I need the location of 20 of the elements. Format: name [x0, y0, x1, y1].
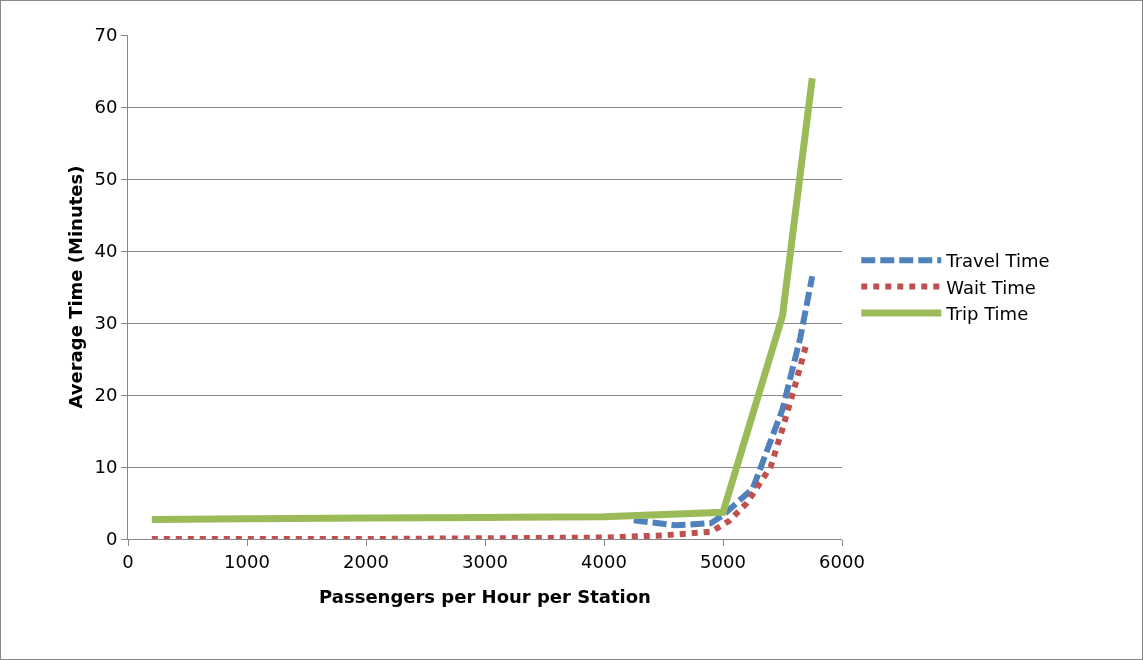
x-tick-label: 1000 [224, 550, 270, 572]
x-tick-label: 0 [122, 550, 134, 572]
x-tick-label: 6000 [819, 550, 865, 572]
legend-label: Wait Time [946, 276, 1036, 298]
legend-label: Travel Time [945, 250, 1050, 272]
y-tick-label: 20 [94, 384, 118, 406]
x-tick-label: 3000 [462, 550, 508, 572]
y-tick-label: 50 [94, 168, 118, 190]
x-tick-label: 4000 [581, 550, 627, 572]
y-tick-label: 30 [94, 312, 118, 334]
y-tick-label: 40 [94, 240, 118, 262]
y-tick-label: 60 [94, 96, 118, 118]
x-tick-label: 2000 [343, 550, 389, 572]
legend-label: Trip Time [945, 303, 1029, 325]
x-axis-title: Passengers per Hour per Station [319, 586, 651, 607]
y-tick-label: 70 [94, 24, 118, 46]
y-tick-label: 10 [94, 456, 118, 478]
x-tick-label: 5000 [700, 550, 746, 572]
y-tick-label: 0 [105, 528, 118, 550]
y-axis-title: Average Time (Minutes) [65, 165, 86, 409]
